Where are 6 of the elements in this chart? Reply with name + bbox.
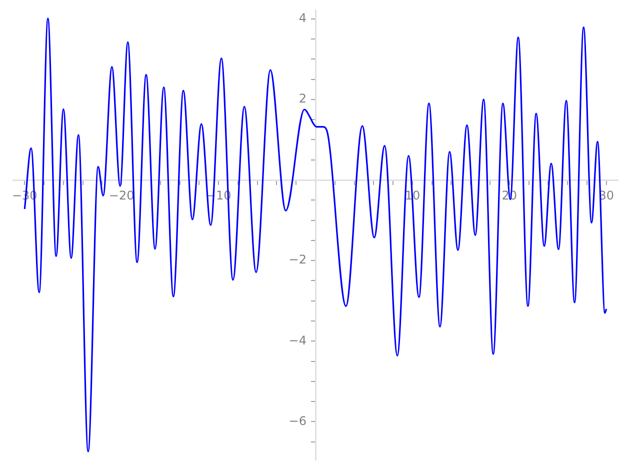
y-tick-label: −4 (288, 333, 306, 348)
y-tick-label: −2 (288, 252, 306, 267)
y-tick-label: −6 (288, 414, 306, 428)
y-tick-label: 4 (298, 10, 306, 25)
y-tick-label: 2 (298, 92, 306, 106)
x-tick-label: −20 (108, 188, 134, 202)
